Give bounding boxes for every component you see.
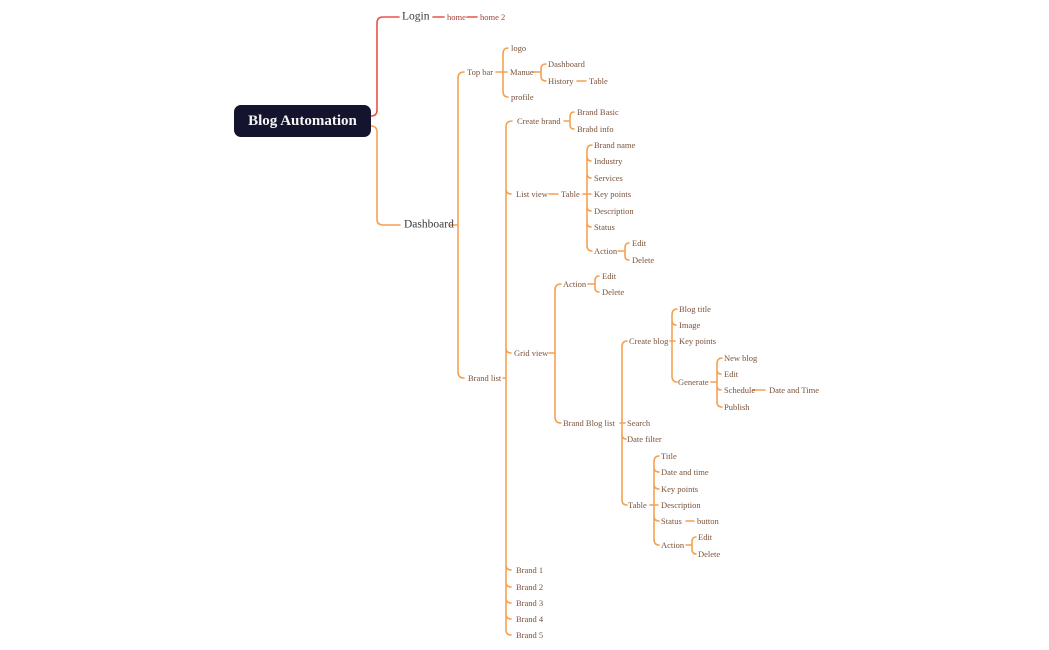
node-brand-blog-list[interactable]: Brand Blog list <box>563 417 615 428</box>
node-blog-table-delete[interactable]: Delete <box>698 548 721 559</box>
edge-blog-action-children <box>685 536 697 555</box>
node-brand-list[interactable]: Brand list <box>468 372 502 383</box>
node-blog-table[interactable]: Table <box>628 499 647 510</box>
dashboard-branch-edges <box>370 47 766 636</box>
node-industry[interactable]: Industry <box>594 155 623 166</box>
node-manue-dashboard[interactable]: Dashboard <box>548 58 585 69</box>
node-brand-3[interactable]: Brand 3 <box>516 597 544 608</box>
node-schedule[interactable]: Schedule <box>724 384 756 395</box>
edge-root-dashboard <box>370 125 401 226</box>
node-description[interactable]: Description <box>594 205 634 216</box>
edge-top-bar-children <box>495 47 509 98</box>
edge-grid-view-children <box>548 283 562 424</box>
node-grid-view[interactable]: Grid view <box>514 347 549 358</box>
node-blog-title[interactable]: Blog title <box>679 303 711 314</box>
node-manue[interactable]: Manue <box>510 66 534 77</box>
node-list-action[interactable]: Action <box>594 245 618 256</box>
node-generate[interactable]: Generate <box>678 376 709 387</box>
node-list-view[interactable]: List view <box>516 188 548 199</box>
node-publish[interactable]: Publish <box>724 401 750 412</box>
edge-create-blog-children <box>669 308 678 383</box>
node-blog-table-edit[interactable]: Edit <box>698 531 713 542</box>
node-grid-action[interactable]: Action <box>563 278 587 289</box>
node-brand-5[interactable]: Brand 5 <box>516 629 544 640</box>
node-brand-1[interactable]: Brand 1 <box>516 564 544 575</box>
node-logo[interactable]: logo <box>511 42 527 53</box>
node-brabd-info[interactable]: Brabd info <box>577 123 614 134</box>
node-list-edit[interactable]: Edit <box>632 237 647 248</box>
node-date-and-time[interactable]: Date and Time <box>769 384 820 395</box>
node-profile[interactable]: profile <box>511 91 534 102</box>
node-list-view-table[interactable]: Table <box>561 188 580 199</box>
node-blog-table-action[interactable]: Action <box>661 539 685 550</box>
node-search[interactable]: Search <box>627 417 651 428</box>
node-grid-delete[interactable]: Delete <box>602 286 625 297</box>
node-top-bar[interactable]: Top bar <box>467 66 494 77</box>
node-image[interactable]: Image <box>679 319 701 330</box>
node-list-delete[interactable]: Delete <box>632 254 655 265</box>
node-blog-key-points[interactable]: Key points <box>679 335 717 346</box>
node-status[interactable]: Status <box>594 221 615 232</box>
edge-list-action-children <box>617 242 630 261</box>
node-login[interactable]: Login <box>402 10 430 23</box>
node-blog-table-title[interactable]: Title <box>661 450 677 461</box>
node-history-table[interactable]: Table <box>589 75 608 86</box>
node-status-button[interactable]: button <box>697 515 719 526</box>
node-create-blog[interactable]: Create blog <box>629 335 669 346</box>
node-create-brand[interactable]: Create brand <box>517 115 561 126</box>
node-brand-2[interactable]: Brand 2 <box>516 581 544 592</box>
node-services[interactable]: Services <box>594 172 623 183</box>
root-node[interactable]: Blog Automation <box>234 105 371 137</box>
node-blog-table-date-and-time[interactable]: Date and time <box>661 466 709 477</box>
edge-brand-list-children <box>502 120 513 636</box>
edge-brand-blog-list-children <box>619 340 628 506</box>
node-history[interactable]: History <box>548 75 574 86</box>
node-grid-edit[interactable]: Edit <box>602 270 617 281</box>
node-date-filter[interactable]: Date filter <box>627 433 662 444</box>
edge-grid-action-children <box>587 275 600 293</box>
login-branch-edges <box>370 16 478 117</box>
node-brand-4[interactable]: Brand 4 <box>516 613 544 624</box>
node-blog-table-key-points[interactable]: Key points <box>661 483 699 494</box>
node-dashboard[interactable]: Dashboard <box>404 218 454 231</box>
edge-blog-table-children <box>649 455 660 546</box>
edge-dashboard-children <box>449 71 465 379</box>
node-brand-basic[interactable]: Brand Basic <box>577 106 619 117</box>
node-blog-table-status[interactable]: Status <box>661 515 682 526</box>
node-generate-edit[interactable]: Edit <box>724 368 739 379</box>
edge-list-table-children <box>582 144 593 252</box>
node-home-2[interactable]: home 2 <box>480 11 506 22</box>
edge-generate-children <box>710 357 723 408</box>
node-blog-table-description[interactable]: Description <box>661 499 701 510</box>
node-home[interactable]: home <box>447 11 466 22</box>
edge-root-login <box>370 16 400 117</box>
edge-manue-children <box>532 63 547 82</box>
node-brand-name[interactable]: Brand name <box>594 139 636 150</box>
node-key-points[interactable]: Key points <box>594 188 632 199</box>
node-new-blog[interactable]: New blog <box>724 352 758 363</box>
edge-create-brand-children <box>563 111 575 130</box>
